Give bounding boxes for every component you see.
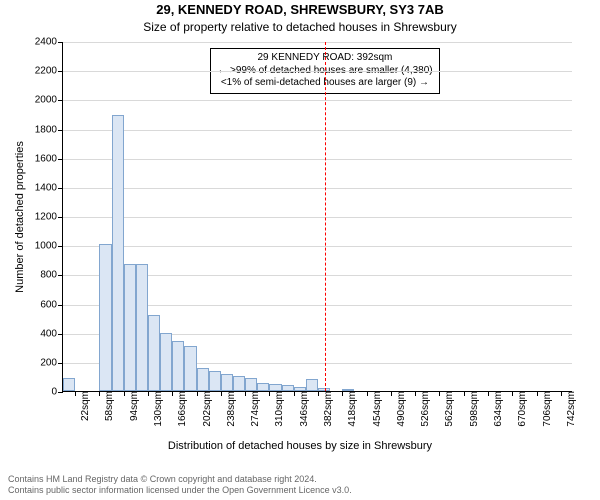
histogram-bar	[172, 341, 184, 391]
chart-title: 29, KENNEDY ROAD, SHREWSBURY, SY3 7AB	[0, 2, 600, 17]
xtick-label: 562sqm	[442, 391, 455, 427]
gridline	[63, 100, 572, 101]
marker-line	[325, 42, 326, 391]
xtick-label: 58sqm	[102, 391, 115, 421]
xtick-mark	[512, 391, 513, 396]
histogram-bar	[99, 244, 111, 391]
ytick-label: 1000	[35, 241, 63, 252]
ytick-label: 1400	[35, 182, 63, 193]
xtick-mark	[561, 391, 562, 396]
ytick-label: 1200	[35, 212, 63, 223]
xtick-label: 22sqm	[78, 391, 91, 421]
ytick-label: 400	[40, 328, 63, 339]
xtick-label: 238sqm	[224, 391, 237, 427]
ytick-label: 0	[51, 387, 63, 398]
y-axis-label: Number of detached properties	[14, 141, 26, 293]
ytick-label: 2200	[35, 66, 63, 77]
histogram-bar	[306, 379, 318, 391]
gridline	[63, 42, 572, 43]
xtick-mark	[99, 391, 100, 396]
xtick-label: 94sqm	[127, 391, 140, 421]
histogram-bar	[257, 383, 269, 391]
xtick-label: 490sqm	[394, 391, 407, 427]
ytick-label: 200	[40, 357, 63, 368]
gridline	[63, 188, 572, 189]
ytick-label: 1600	[35, 153, 63, 164]
xtick-mark	[537, 391, 538, 396]
xtick-label: 670sqm	[515, 391, 528, 427]
gridline	[63, 130, 572, 131]
xtick-mark	[464, 391, 465, 396]
xtick-mark	[221, 391, 222, 396]
xtick-label: 634sqm	[491, 391, 504, 427]
xtick-mark	[75, 391, 76, 396]
xtick-mark	[294, 391, 295, 396]
histogram-bar	[124, 264, 136, 391]
x-axis-label: Distribution of detached houses by size …	[0, 440, 600, 452]
footer-line-1: Contains HM Land Registry data © Crown c…	[8, 474, 352, 485]
xtick-mark	[367, 391, 368, 396]
gridline	[63, 217, 572, 218]
histogram-bar	[233, 376, 245, 391]
ytick-label: 800	[40, 270, 63, 281]
xtick-label: 274sqm	[248, 391, 261, 427]
footer-line-2: Contains public sector information licen…	[8, 485, 352, 496]
xtick-mark	[124, 391, 125, 396]
xtick-mark	[342, 391, 343, 396]
xtick-mark	[488, 391, 489, 396]
histogram-bar	[160, 333, 172, 391]
xtick-mark	[245, 391, 246, 396]
xtick-label: 130sqm	[151, 391, 164, 427]
chart-subtitle: Size of property relative to detached ho…	[0, 20, 600, 34]
gridline	[63, 159, 572, 160]
histogram-bar	[245, 378, 257, 391]
xtick-mark	[415, 391, 416, 396]
xtick-mark	[172, 391, 173, 396]
histogram-chart: 29, KENNEDY ROAD, SHREWSBURY, SY3 7AB Si…	[0, 0, 600, 500]
footer-attribution: Contains HM Land Registry data © Crown c…	[8, 474, 352, 496]
histogram-bar	[112, 115, 124, 391]
ytick-label: 2400	[35, 37, 63, 48]
xtick-label: 598sqm	[467, 391, 480, 427]
gridline	[63, 246, 572, 247]
xtick-mark	[318, 391, 319, 396]
xtick-mark	[197, 391, 198, 396]
ytick-label: 1800	[35, 124, 63, 135]
xtick-mark	[391, 391, 392, 396]
histogram-bar	[148, 315, 160, 391]
xtick-label: 706sqm	[540, 391, 553, 427]
histogram-bar	[209, 371, 221, 391]
xtick-label: 418sqm	[345, 391, 358, 427]
histogram-bar	[63, 378, 75, 391]
gridline	[63, 71, 572, 72]
plot-area: 29 KENNEDY ROAD: 392sqm← >99% of detache…	[62, 42, 572, 392]
xtick-label: 742sqm	[564, 391, 577, 427]
histogram-bar	[136, 264, 148, 391]
xtick-label: 346sqm	[297, 391, 310, 427]
xtick-mark	[269, 391, 270, 396]
ytick-label: 600	[40, 299, 63, 310]
xtick-label: 310sqm	[272, 391, 285, 427]
ytick-label: 2000	[35, 95, 63, 106]
xtick-label: 202sqm	[200, 391, 213, 427]
xtick-label: 166sqm	[175, 391, 188, 427]
histogram-bar	[184, 346, 196, 391]
xtick-label: 526sqm	[418, 391, 431, 427]
xtick-mark	[439, 391, 440, 396]
xtick-mark	[148, 391, 149, 396]
xtick-label: 454sqm	[370, 391, 383, 427]
histogram-bar	[221, 374, 233, 392]
histogram-bar	[197, 368, 209, 391]
xtick-label: 382sqm	[321, 391, 334, 427]
